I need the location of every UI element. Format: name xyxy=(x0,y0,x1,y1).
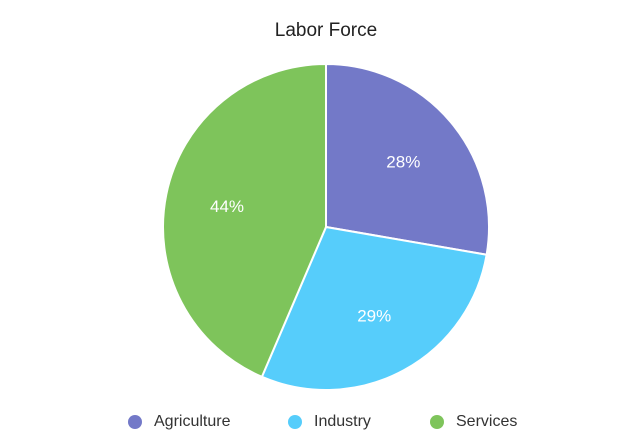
pie-chart: 28% 29% 44% xyxy=(162,62,490,391)
legend-label-services: Services xyxy=(456,413,518,430)
legend-item-services[interactable]: Services xyxy=(430,409,517,435)
slice-label-agriculture: 28% xyxy=(386,152,420,171)
chart-title: Labor Force xyxy=(274,20,378,41)
pie-slice-industry[interactable] xyxy=(260,225,488,391)
legend: Agriculture Industry Services xyxy=(0,409,640,435)
legend-swatch-services xyxy=(430,415,444,429)
legend-label-industry: Industry xyxy=(314,413,371,430)
legend-item-agriculture[interactable]: Agriculture xyxy=(128,409,230,435)
legend-swatch-agriculture xyxy=(128,415,142,429)
pie-slice-services[interactable] xyxy=(162,62,327,379)
slice-label-industry: 29% xyxy=(357,306,391,325)
legend-swatch-industry xyxy=(288,415,302,429)
slice-label-services: 44% xyxy=(210,197,244,216)
legend-item-industry[interactable]: Industry xyxy=(288,409,371,435)
pie-slice-agriculture[interactable] xyxy=(325,62,490,256)
legend-label-agriculture: Agriculture xyxy=(154,413,231,430)
